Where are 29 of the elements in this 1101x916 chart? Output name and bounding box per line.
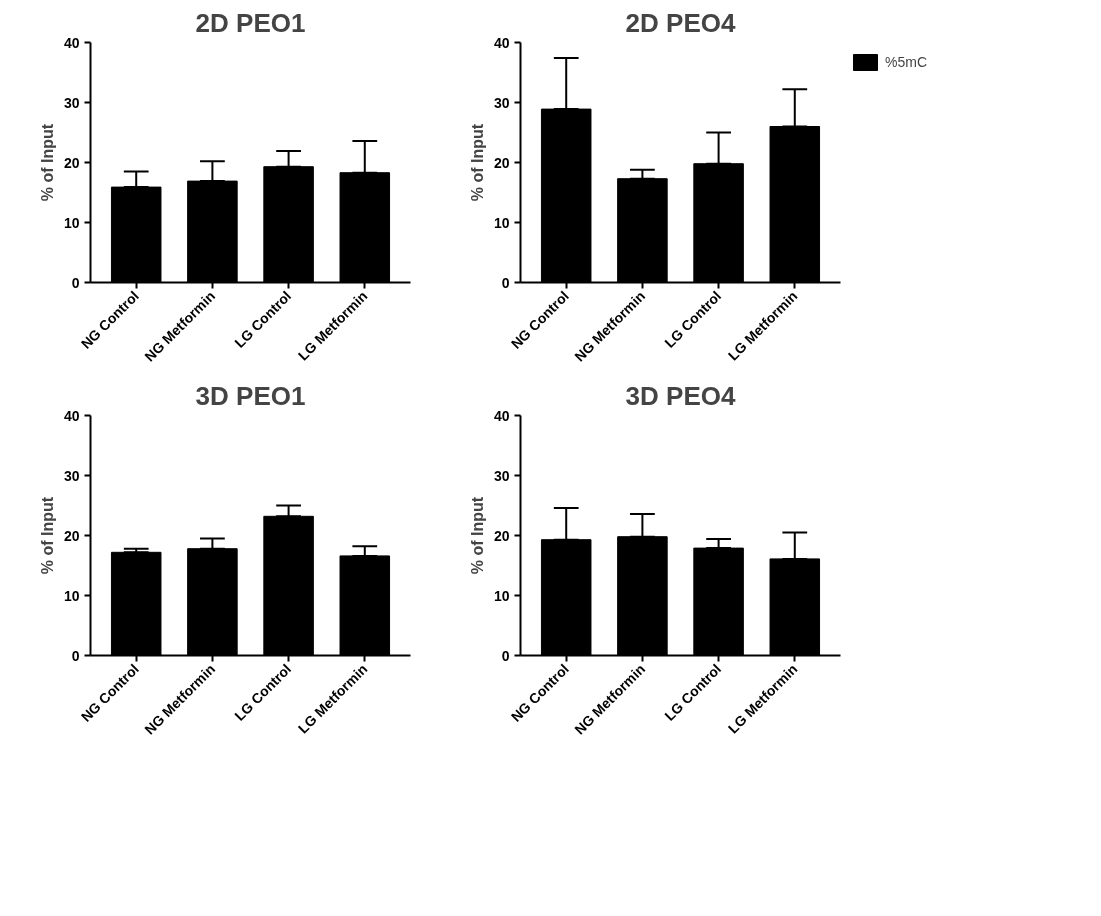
chart-title: 3D PEO1 bbox=[195, 380, 306, 411]
y-tick-label: 0 bbox=[501, 647, 510, 664]
y-tick-label: 20 bbox=[63, 154, 80, 171]
y-tick-label: 30 bbox=[493, 94, 510, 111]
y-tick-label: 40 bbox=[63, 34, 80, 51]
y-tick-label: 40 bbox=[493, 407, 510, 424]
y-tick-label: 0 bbox=[501, 274, 510, 291]
y-tick-label: 20 bbox=[493, 154, 510, 171]
chart-title: 3D PEO4 bbox=[625, 380, 736, 411]
y-tick-label: 10 bbox=[63, 587, 80, 604]
y-tick-label: 10 bbox=[63, 214, 80, 231]
y-tick-label: 10 bbox=[493, 587, 510, 604]
chart-title: 2D PEO1 bbox=[195, 7, 306, 38]
y-tick-label: 20 bbox=[63, 527, 80, 544]
y-tick-label: 30 bbox=[63, 467, 80, 484]
y-axis-title: % of Input bbox=[468, 496, 486, 575]
y-axis-title: % of Input bbox=[468, 123, 486, 202]
y-axis-title: % of Input bbox=[38, 496, 56, 575]
y-tick-label: 0 bbox=[71, 274, 80, 291]
y-tick-label: 30 bbox=[63, 94, 80, 111]
y-tick-label: 40 bbox=[63, 407, 80, 424]
y-tick-label: 30 bbox=[493, 467, 510, 484]
y-axis-title: % of Input bbox=[38, 123, 56, 202]
chart-title: 2D PEO4 bbox=[625, 7, 736, 38]
y-tick-label: 20 bbox=[493, 527, 510, 544]
y-tick-label: 40 bbox=[493, 34, 510, 51]
y-tick-label: 10 bbox=[493, 214, 510, 231]
y-tick-label: 0 bbox=[71, 647, 80, 664]
legend-label: %5mC bbox=[885, 54, 928, 70]
